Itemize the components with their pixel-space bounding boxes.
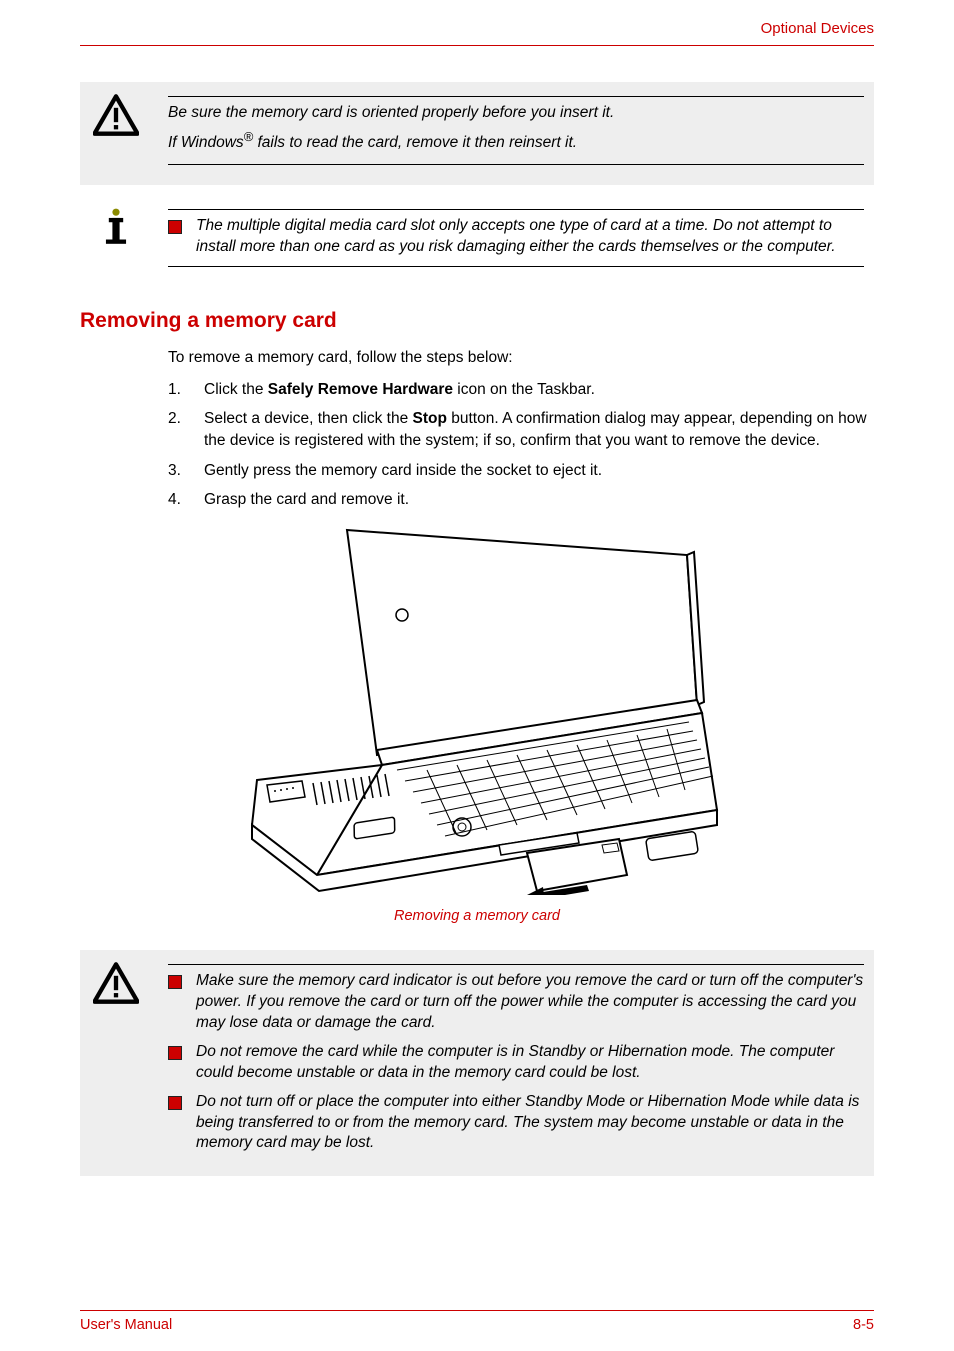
bullet-square-icon bbox=[168, 1046, 182, 1060]
callout-warning-removal: Make sure the memory card indicator is o… bbox=[80, 950, 874, 1176]
step-text: Select a device, then click the Stop but… bbox=[204, 408, 874, 451]
warning-bullet-2: Do not remove the card while the compute… bbox=[168, 1042, 864, 1084]
step-2: 2. Select a device, then click the Stop … bbox=[168, 408, 874, 451]
warning-bullet-1: Make sure the memory card indicator is o… bbox=[168, 971, 864, 1034]
warning-bullet-text: Do not turn off or place the computer in… bbox=[196, 1092, 864, 1155]
callout-bottom-rule bbox=[168, 266, 864, 267]
callout-bottom-rule bbox=[168, 164, 864, 165]
footer-divider bbox=[80, 1310, 874, 1311]
step-1: 1. Click the Safely Remove Hardware icon… bbox=[168, 379, 874, 401]
figure-laptop-card-eject bbox=[80, 525, 874, 900]
info-icon bbox=[80, 203, 146, 273]
section-intro: To remove a memory card, follow the step… bbox=[168, 347, 874, 369]
info-bullet: The multiple digital media card slot onl… bbox=[168, 216, 864, 258]
steps-list: 1. Click the Safely Remove Hardware icon… bbox=[168, 379, 874, 511]
page-footer: User's Manual 8-5 bbox=[80, 1310, 874, 1333]
step-number: 4. bbox=[168, 489, 190, 511]
step-text: Grasp the card and remove it. bbox=[204, 489, 874, 511]
step-number: 1. bbox=[168, 379, 190, 401]
callout-top-rule bbox=[168, 209, 864, 210]
header-divider bbox=[80, 45, 874, 46]
step-4: 4. Grasp the card and remove it. bbox=[168, 489, 874, 511]
callout-warning-orientation: Be sure the memory card is oriented prop… bbox=[80, 82, 874, 185]
step-text: Gently press the memory card inside the … bbox=[204, 460, 874, 482]
step-number: 2. bbox=[168, 408, 190, 451]
footer-right: 8-5 bbox=[853, 1317, 874, 1333]
info-text: The multiple digital media card slot onl… bbox=[196, 216, 864, 258]
warning-icon bbox=[80, 958, 146, 1162]
bullet-square-icon bbox=[168, 220, 182, 234]
figure-caption: Removing a memory card bbox=[80, 908, 874, 924]
warning-icon bbox=[80, 90, 146, 171]
step-3: 3. Gently press the memory card inside t… bbox=[168, 460, 874, 482]
header-section-name: Optional Devices bbox=[80, 20, 874, 45]
section-heading-removing: Removing a memory card bbox=[80, 309, 874, 333]
callout-top-rule bbox=[168, 96, 864, 97]
step-number: 3. bbox=[168, 460, 190, 482]
callout-top-rule bbox=[168, 964, 864, 965]
page-content-area: Optional Devices Be sure the memory card… bbox=[0, 0, 954, 1206]
bullet-square-icon bbox=[168, 1096, 182, 1110]
footer-left: User's Manual bbox=[80, 1317, 172, 1333]
warning-line-1: Be sure the memory card is oriented prop… bbox=[168, 103, 864, 124]
callout-info-slot: The multiple digital media card slot onl… bbox=[80, 195, 874, 287]
warning-bullet-text: Make sure the memory card indicator is o… bbox=[196, 971, 864, 1034]
warning-line-2: If Windows® fails to read the card, remo… bbox=[168, 128, 864, 154]
warning-bullet-text: Do not remove the card while the compute… bbox=[196, 1042, 864, 1084]
step-text: Click the Safely Remove Hardware icon on… bbox=[204, 379, 874, 401]
warning-bullet-3: Do not turn off or place the computer in… bbox=[168, 1092, 864, 1155]
bullet-square-icon bbox=[168, 975, 182, 989]
